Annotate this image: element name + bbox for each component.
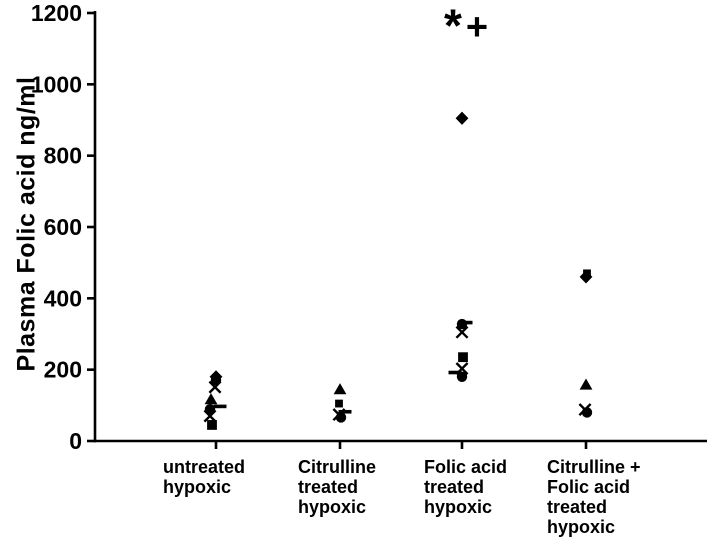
x-category-label: hypoxic	[547, 517, 615, 537]
x-category-label: treated	[298, 477, 358, 497]
y-tick-label: 400	[44, 285, 82, 311]
x-category-label: Citrulline +	[547, 457, 641, 477]
x-category-label: Citrulline	[298, 457, 376, 477]
data-point-triangle	[204, 393, 218, 405]
data-point-diamond	[579, 270, 593, 284]
data-point-circle	[456, 371, 468, 382]
x-category-label: untreated	[163, 457, 245, 477]
y-tick-label: 1000	[31, 71, 82, 97]
data-point-dash	[213, 404, 227, 409]
y-tick-label: 800	[44, 143, 82, 169]
y-tick-label: 0	[69, 428, 82, 454]
y-tick-label: 600	[44, 214, 82, 240]
x-category-label: Folic acid	[424, 457, 507, 477]
data-point-square	[207, 420, 217, 430]
x-category-label: hypoxic	[298, 497, 366, 517]
data-point-square	[458, 352, 468, 363]
data-point-x	[208, 380, 222, 394]
data-point-circle	[335, 412, 347, 423]
y-tick-label: 200	[44, 357, 82, 383]
data-point-triangle	[333, 383, 347, 395]
y-tick-label: 1200	[31, 0, 82, 26]
x-category-label: Folic acid	[547, 477, 630, 497]
data-point-x	[203, 409, 217, 423]
data-point-circle	[456, 318, 468, 330]
x-category-label: hypoxic	[424, 497, 492, 517]
x-category-label: treated	[424, 477, 484, 497]
data-point-dash	[338, 409, 352, 414]
x-category-label: hypoxic	[163, 477, 231, 497]
data-point-x	[455, 325, 469, 339]
significance-asterisk: *	[444, 0, 462, 51]
data-point-square	[335, 399, 343, 408]
data-point-circle	[581, 407, 593, 418]
data-point-triangle	[579, 378, 593, 390]
x-category-label: treated	[547, 497, 607, 517]
data-point-dash	[448, 370, 462, 375]
significance-plus: +	[466, 6, 488, 48]
data-point-diamond	[455, 111, 469, 125]
